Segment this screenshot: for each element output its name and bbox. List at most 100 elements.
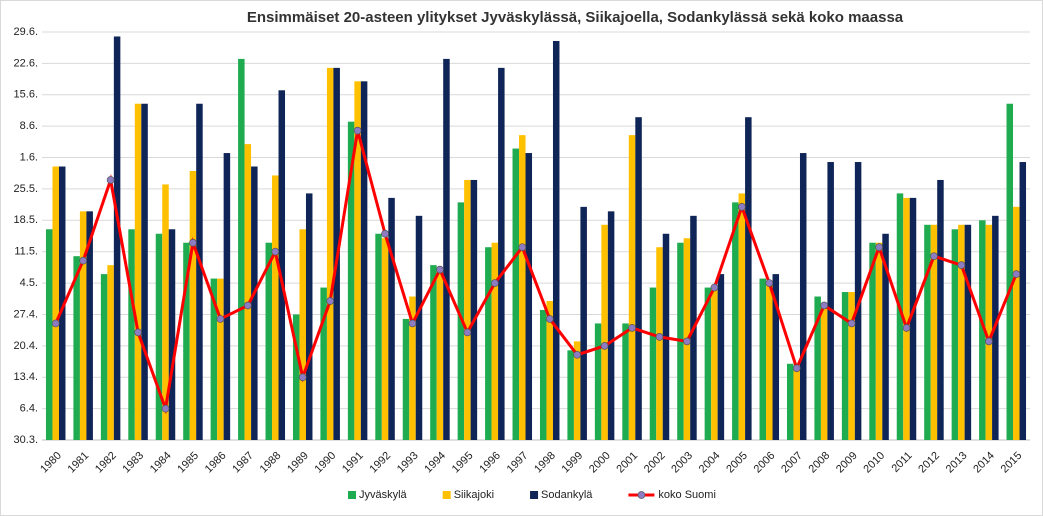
y-tick-label: 29.6. bbox=[14, 26, 38, 38]
legend-item: Siikajoki bbox=[442, 489, 494, 501]
bar bbox=[388, 197, 395, 440]
bar bbox=[738, 193, 746, 440]
bar bbox=[402, 318, 410, 440]
bar bbox=[305, 193, 313, 440]
bar bbox=[793, 368, 800, 440]
y-tick-label: 20.4. bbox=[14, 340, 38, 352]
bar bbox=[113, 36, 121, 440]
line-marker bbox=[271, 247, 280, 256]
bar bbox=[1013, 206, 1020, 440]
line-marker bbox=[161, 404, 170, 413]
y-tick-label: 25.5. bbox=[14, 183, 38, 195]
legend-label: Sodankylä bbox=[541, 489, 593, 501]
legend-swatch bbox=[442, 491, 451, 499]
bar bbox=[717, 274, 725, 440]
y-tick-label: 22.6. bbox=[14, 57, 38, 69]
line-marker bbox=[847, 319, 856, 328]
line-marker bbox=[408, 319, 417, 328]
bar bbox=[223, 153, 231, 441]
bar bbox=[539, 309, 547, 440]
bar bbox=[183, 242, 190, 440]
bar bbox=[580, 206, 587, 440]
bar bbox=[601, 224, 608, 440]
bar bbox=[567, 350, 574, 440]
bar bbox=[354, 81, 361, 441]
bar bbox=[704, 287, 712, 440]
bar bbox=[58, 166, 66, 440]
bar bbox=[772, 274, 780, 440]
bar bbox=[326, 67, 334, 440]
bar bbox=[292, 314, 300, 440]
legend-item: koko Suomi bbox=[628, 489, 716, 501]
bar bbox=[45, 229, 53, 440]
bar bbox=[635, 117, 642, 440]
bar bbox=[607, 211, 615, 440]
bar bbox=[79, 211, 87, 440]
bar bbox=[347, 121, 355, 441]
bar bbox=[320, 287, 327, 440]
bar bbox=[869, 242, 876, 440]
legend-swatch-marker bbox=[637, 491, 646, 499]
bar bbox=[552, 40, 560, 440]
line-marker bbox=[765, 279, 774, 287]
line-marker bbox=[957, 261, 966, 269]
legend-swatch bbox=[530, 491, 539, 499]
bar bbox=[278, 90, 286, 441]
line-marker bbox=[381, 229, 389, 238]
line-marker bbox=[353, 126, 362, 135]
bar bbox=[52, 166, 59, 440]
bar bbox=[430, 265, 437, 440]
bar bbox=[951, 229, 959, 440]
bar bbox=[272, 175, 279, 440]
bar bbox=[848, 292, 855, 440]
line-marker bbox=[490, 279, 499, 287]
line-marker bbox=[710, 283, 719, 292]
line-marker bbox=[243, 301, 252, 310]
line-marker bbox=[79, 256, 88, 265]
bar bbox=[519, 135, 526, 440]
bar bbox=[622, 323, 629, 440]
line-marker bbox=[737, 203, 746, 211]
legend-label: Jyväskylä bbox=[359, 489, 408, 501]
bar bbox=[1019, 162, 1027, 440]
bar bbox=[210, 278, 218, 440]
bar bbox=[573, 341, 581, 440]
bar bbox=[299, 229, 306, 440]
bar bbox=[786, 363, 794, 440]
bar bbox=[381, 238, 389, 440]
y-tick-label: 13.4. bbox=[14, 371, 38, 383]
line-marker bbox=[792, 364, 801, 373]
bar bbox=[470, 179, 478, 440]
bar bbox=[485, 247, 492, 440]
bar bbox=[217, 278, 224, 440]
bar bbox=[360, 81, 368, 441]
bar bbox=[711, 287, 718, 440]
line-marker bbox=[189, 238, 197, 247]
bar bbox=[628, 135, 636, 440]
bar bbox=[525, 153, 533, 441]
bar bbox=[100, 274, 108, 440]
legend-label: Siikajoki bbox=[454, 489, 494, 501]
y-tick-label: 4.5. bbox=[20, 277, 38, 289]
y-tick-label: 30.3. bbox=[14, 434, 38, 446]
y-tick-label: 6.4. bbox=[20, 403, 38, 415]
y-tick-label: 18.5. bbox=[14, 214, 38, 226]
y-tick-label: 1.6. bbox=[20, 151, 38, 163]
legend-label: koko Suomi bbox=[658, 489, 715, 501]
line-marker bbox=[930, 252, 938, 261]
bar bbox=[107, 265, 114, 440]
line-marker bbox=[326, 297, 335, 305]
bar bbox=[656, 247, 663, 440]
bar bbox=[985, 224, 993, 440]
bar bbox=[799, 153, 807, 441]
bar bbox=[128, 229, 135, 440]
bar bbox=[244, 144, 252, 441]
line-marker bbox=[600, 341, 609, 350]
bar bbox=[759, 278, 767, 440]
bar bbox=[491, 242, 499, 440]
bar bbox=[875, 242, 883, 440]
line-marker bbox=[51, 319, 60, 328]
bar bbox=[896, 193, 904, 440]
line-marker bbox=[628, 324, 636, 332]
